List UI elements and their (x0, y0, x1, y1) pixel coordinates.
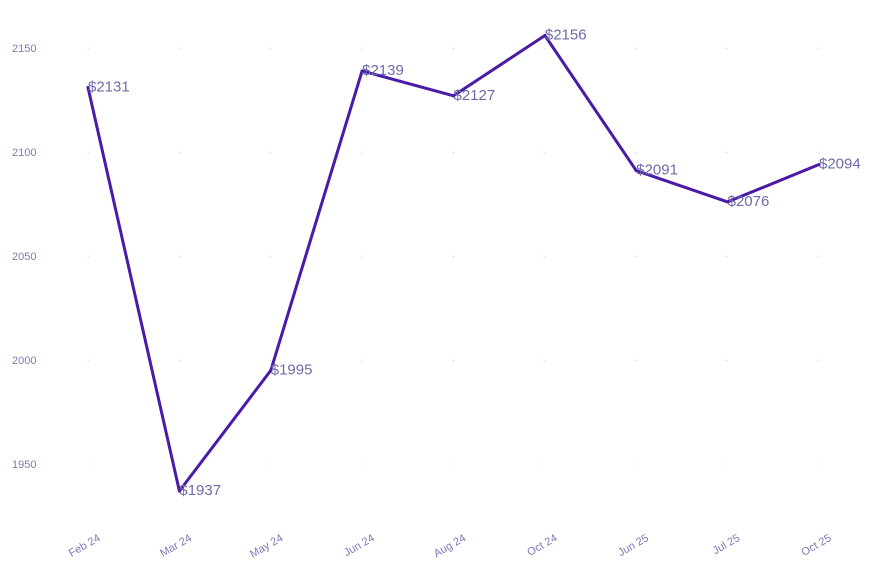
data-point (634, 169, 638, 173)
x-tick-label: Feb 24 (67, 532, 103, 560)
x-tick-label: Aug 24 (432, 532, 468, 560)
data-label: $2076 (728, 193, 770, 210)
data-label: $2139 (362, 62, 404, 79)
x-tick-label: May 24 (248, 532, 285, 560)
series-line (86, 34, 821, 493)
x-tick-label: Jul 25 (711, 532, 742, 557)
data-point (269, 368, 273, 372)
data-label: $2094 (819, 155, 861, 172)
data-point (543, 34, 547, 38)
x-tick-label: Oct 24 (525, 532, 559, 559)
grid-layer (87, 47, 820, 465)
data-point (177, 489, 181, 493)
data-label: $1937 (179, 482, 221, 499)
y-axis: 1950 2000 2050 2100 2150 (12, 43, 36, 471)
data-point (86, 86, 90, 90)
data-label: $2131 (88, 78, 130, 95)
y-tick-label: 2150 (12, 43, 36, 55)
y-tick-label: 2000 (12, 355, 36, 367)
x-axis: Feb 24 Mar 24 May 24 Jun 24 Aug 24 Oct 24 Jun … (67, 532, 834, 560)
x-tick-label: Mar 24 (158, 532, 194, 560)
data-point (360, 69, 364, 73)
data-point (726, 200, 730, 204)
data-labels: $2131 $1937 $1995 $2139 $2127 $2156 $2091 $2076… (88, 26, 861, 499)
x-tick-label: Jun 25 (616, 532, 651, 559)
x-tick-label: Jun 24 (342, 532, 377, 559)
data-label: $1995 (271, 361, 313, 378)
x-tick-label: Oct 25 (799, 532, 833, 559)
data-point (817, 162, 821, 166)
data-label: $2156 (545, 26, 587, 43)
data-label: $2127 (454, 87, 496, 104)
series-layer (86, 34, 821, 493)
y-tick-label: 2100 (12, 147, 36, 159)
y-tick-label: 2050 (12, 251, 36, 263)
data-point (452, 94, 455, 98)
data-label: $2091 (636, 162, 678, 179)
y-tick-label: 1950 (12, 459, 36, 471)
